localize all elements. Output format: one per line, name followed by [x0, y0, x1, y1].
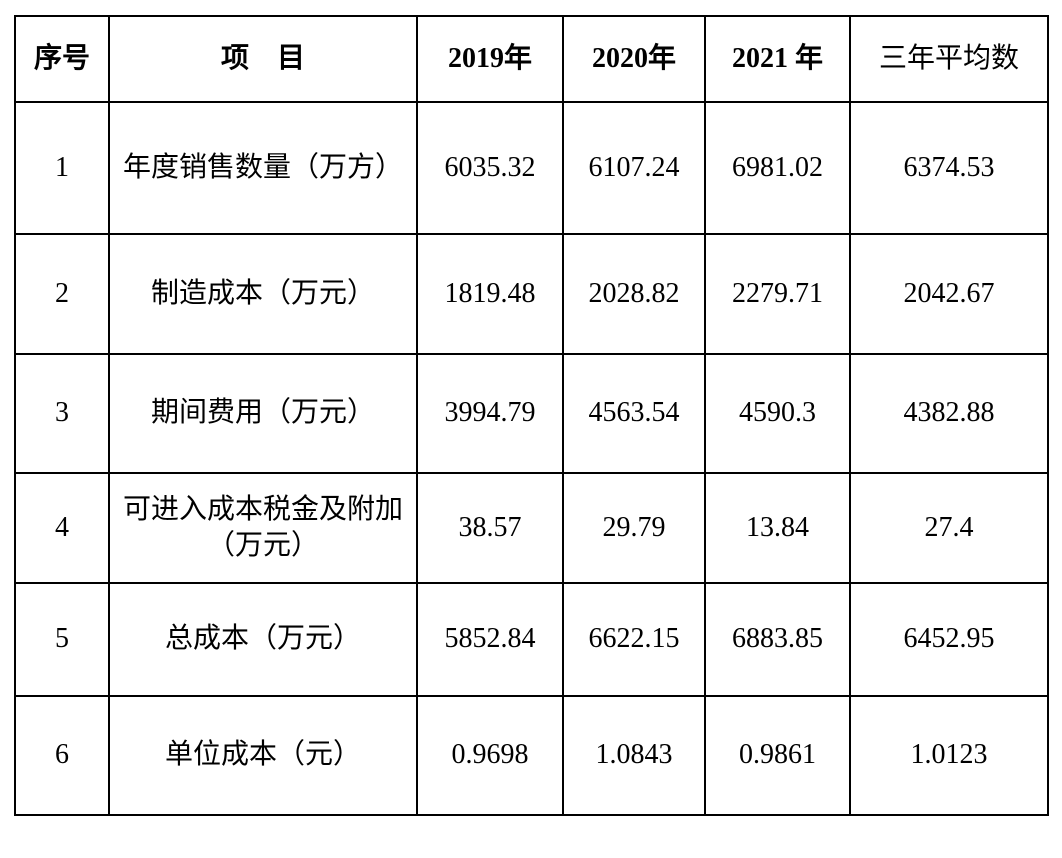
cell-2021-value: 4590.3: [704, 353, 851, 474]
cell-2020-value: 6107.24: [562, 101, 706, 235]
cell-average-value: 6374.53: [849, 101, 1049, 235]
cell-serial: 1: [14, 101, 110, 235]
cell-item: 总成本（万元）: [108, 582, 418, 697]
cell-2021-value: 6981.02: [704, 101, 851, 235]
cell-2021-value: 2279.71: [704, 233, 851, 355]
cell-serial: 2: [14, 233, 110, 355]
cell-average-value: 4382.88: [849, 353, 1049, 474]
cell-2020-value: 29.79: [562, 472, 706, 584]
cell-serial: 4: [14, 472, 110, 584]
table-row: 2 制造成本（万元） 1819.48 2028.82 2279.71 2042.…: [14, 233, 1049, 355]
cell-serial: 3: [14, 353, 110, 474]
cell-item: 单位成本（元）: [108, 695, 418, 816]
cell-2019-value: 38.57: [416, 472, 564, 584]
cell-2020-value: 4563.54: [562, 353, 706, 474]
cell-2020-value: 6622.15: [562, 582, 706, 697]
cell-2021-value: 13.84: [704, 472, 851, 584]
cell-item: 期间费用（万元）: [108, 353, 418, 474]
header-year-2021: 2021 年: [704, 15, 851, 103]
cell-item: 年度销售数量（万方）: [108, 101, 418, 235]
cell-average-value: 27.4: [849, 472, 1049, 584]
cell-item: 制造成本（万元）: [108, 233, 418, 355]
header-year-2020: 2020年: [562, 15, 706, 103]
table-row: 1 年度销售数量（万方） 6035.32 6107.24 6981.02 637…: [14, 101, 1049, 235]
header-item: 项 目: [108, 15, 418, 103]
table-header-row: 序号 项 目 2019年 2020年 2021 年 三年平均数: [14, 15, 1049, 103]
cell-2020-value: 2028.82: [562, 233, 706, 355]
cell-average-value: 2042.67: [849, 233, 1049, 355]
cell-2019-value: 6035.32: [416, 101, 564, 235]
table-row: 5 总成本（万元） 5852.84 6622.15 6883.85 6452.9…: [14, 582, 1049, 697]
table-row: 6 单位成本（元） 0.9698 1.0843 0.9861 1.0123: [14, 695, 1049, 816]
cell-2019-value: 3994.79: [416, 353, 564, 474]
cell-2019-value: 0.9698: [416, 695, 564, 816]
cell-serial: 6: [14, 695, 110, 816]
header-three-year-average: 三年平均数: [849, 15, 1049, 103]
header-year-2019: 2019年: [416, 15, 564, 103]
cell-average-value: 1.0123: [849, 695, 1049, 816]
cost-summary-table: 序号 项 目 2019年 2020年 2021 年 三年平均数 1 年度销售数量…: [14, 15, 1049, 816]
cell-2021-value: 6883.85: [704, 582, 851, 697]
cell-2021-value: 0.9861: [704, 695, 851, 816]
table-row: 3 期间费用（万元） 3994.79 4563.54 4590.3 4382.8…: [14, 353, 1049, 474]
cell-item: 可进入成本税金及附加（万元）: [108, 472, 418, 584]
cell-average-value: 6452.95: [849, 582, 1049, 697]
cell-serial: 5: [14, 582, 110, 697]
header-serial-number: 序号: [14, 15, 110, 103]
cell-2019-value: 5852.84: [416, 582, 564, 697]
cell-2020-value: 1.0843: [562, 695, 706, 816]
table-row: 4 可进入成本税金及附加（万元） 38.57 29.79 13.84 27.4: [14, 472, 1049, 584]
cell-2019-value: 1819.48: [416, 233, 564, 355]
